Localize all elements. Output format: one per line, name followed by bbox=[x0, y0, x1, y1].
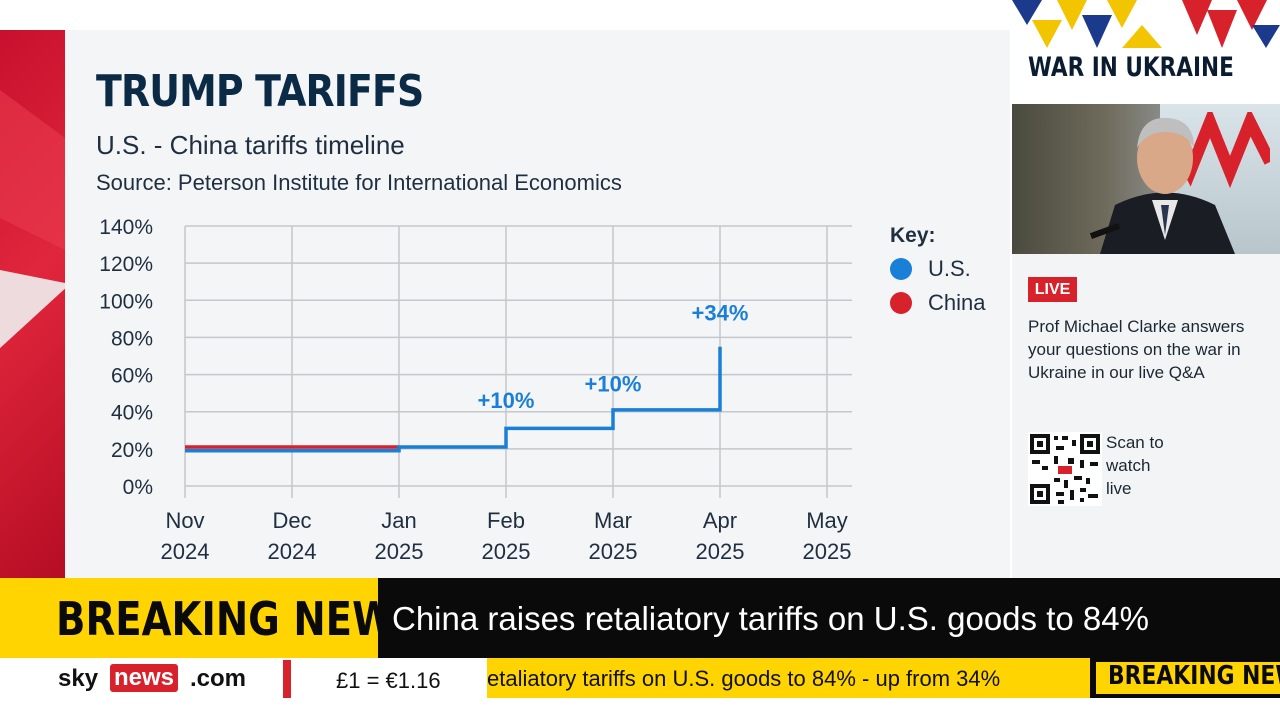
y-tick-label: 80% bbox=[111, 327, 153, 350]
x-tick-label-month: Nov bbox=[165, 508, 204, 533]
x-tick-label-year: 2025 bbox=[803, 539, 852, 564]
breaking-news-headline: China raises retaliatory tariffs on U.S.… bbox=[392, 600, 1149, 637]
star-decoration bbox=[0, 266, 65, 350]
ticker-breaking-tag-box bbox=[1096, 662, 1280, 694]
breaking-news-headline-box bbox=[378, 578, 1280, 658]
qr-code-icon[interactable] bbox=[1028, 432, 1102, 506]
ukraine-pattern-decoration bbox=[1012, 0, 1280, 48]
key-item-china: China bbox=[890, 290, 985, 316]
scan-line: live bbox=[1106, 479, 1132, 498]
y-tick-label: 20% bbox=[111, 439, 153, 462]
series-line-us bbox=[185, 346, 722, 453]
key-item-us: U.S. bbox=[890, 256, 985, 282]
breaking-news-label: BREAKING NEWS bbox=[56, 592, 423, 646]
x-tick-label-month: Mar bbox=[594, 508, 632, 533]
scan-line: Scan to bbox=[1106, 433, 1164, 452]
breaking-news-label-box bbox=[0, 578, 378, 658]
section-title: WAR IN UKRAINE bbox=[1028, 52, 1234, 83]
x-tick-label-year: 2024 bbox=[161, 539, 210, 564]
ticker-breaking-tag-label: BREAKING NEW bbox=[1108, 661, 1280, 691]
tariff-step-chart: 140% 120% 100% 80% 60% 40% 20% 0% Nov 2024 Dec 2024… bbox=[99, 216, 852, 564]
flag-band bbox=[0, 90, 65, 250]
red-flag-decoration bbox=[0, 30, 65, 578]
y-tick-label: 120% bbox=[99, 253, 153, 276]
x-tick-label-year: 2025 bbox=[696, 539, 745, 564]
brand-sky: sky bbox=[58, 665, 99, 692]
war-in-ukraine-header: WAR IN UKRAINE bbox=[1012, 0, 1280, 104]
ticker-breaking-tag: BREAKING NEW bbox=[1090, 658, 1280, 698]
x-tick-label-year: 2025 bbox=[589, 539, 638, 564]
x-tick-label-year: 2024 bbox=[268, 539, 317, 564]
ticker-divider bbox=[283, 660, 291, 698]
x-tick-label-year: 2025 bbox=[482, 539, 531, 564]
x-tick-label-month: Jan bbox=[381, 508, 416, 533]
x-tick-label-month: Apr bbox=[703, 508, 737, 533]
y-tick-label: 140% bbox=[99, 216, 153, 239]
x-tick-label-month: Dec bbox=[272, 508, 311, 533]
currency-rate: £1 = €1.16 bbox=[336, 668, 441, 693]
data-label: +10% bbox=[478, 388, 535, 413]
scan-to-watch-text: Scan to watch live bbox=[1106, 431, 1164, 500]
live-qa-description: Prof Michael Clarke answers your questio… bbox=[1028, 317, 1245, 382]
graphic-subtitle: U.S. - China tariffs timeline bbox=[96, 130, 405, 160]
graphic-title: TRUMP TARIFFS bbox=[96, 66, 424, 117]
ticker-bottom-strip bbox=[0, 698, 1280, 720]
live-badge: LIVE bbox=[1028, 277, 1077, 302]
y-tick-label: 100% bbox=[99, 290, 153, 313]
key-label-china: China bbox=[928, 290, 986, 315]
y-tick-label: 0% bbox=[123, 476, 153, 499]
graphic-source: Source: Peterson Institute for Internati… bbox=[96, 170, 622, 195]
y-tick-label: 40% bbox=[111, 402, 153, 425]
x-tick-label-year: 2025 bbox=[375, 539, 424, 564]
y-tick-label: 60% bbox=[111, 365, 153, 388]
x-tick-label-month: May bbox=[806, 508, 848, 533]
brand-dotcom: .com bbox=[190, 665, 247, 692]
key-label-us: U.S. bbox=[928, 256, 971, 281]
x-tick-label-month: Feb bbox=[487, 508, 525, 533]
presenter-image bbox=[1090, 117, 1235, 254]
side-info-panel bbox=[1012, 254, 1280, 578]
data-label: +10% bbox=[585, 371, 642, 396]
chart-key: Key: U.S. China bbox=[890, 224, 985, 316]
china-dot-icon bbox=[890, 292, 912, 314]
key-title: Key: bbox=[890, 224, 936, 247]
scan-line: watch bbox=[1106, 456, 1151, 475]
brand-news: news bbox=[110, 664, 179, 692]
data-label: +34% bbox=[692, 301, 749, 326]
ticker-crawl: etaliatory tariffs on U.S. goods to 84% … bbox=[487, 658, 1090, 698]
us-dot-icon bbox=[890, 258, 912, 280]
ticker-crawl-text: etaliatory tariffs on U.S. goods to 84% … bbox=[487, 666, 1001, 691]
